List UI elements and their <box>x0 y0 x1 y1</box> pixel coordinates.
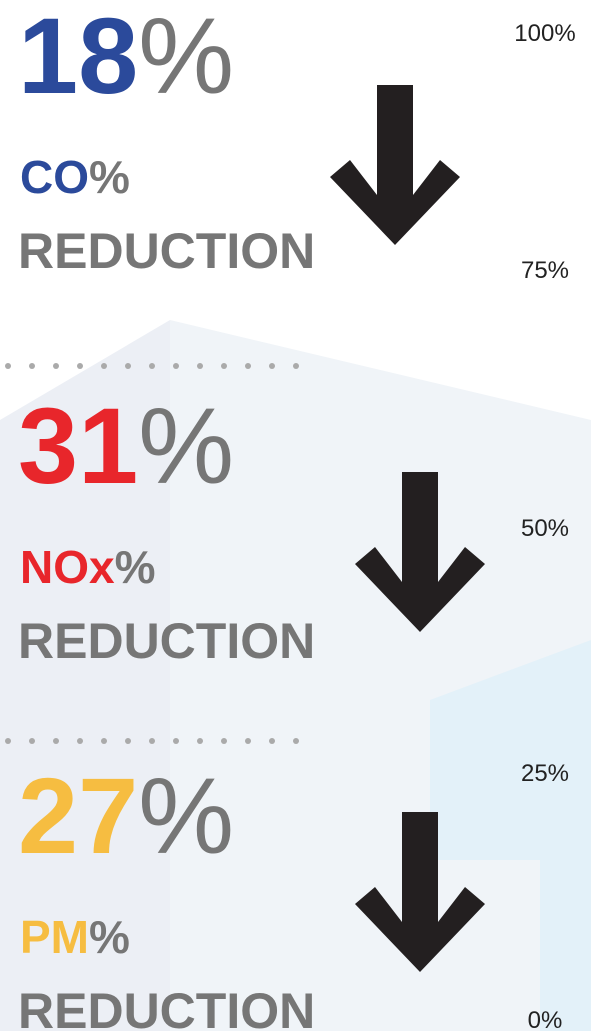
reduction-label: REDUCTION <box>18 983 315 1031</box>
down-arrow <box>330 85 460 245</box>
divider-dot <box>173 363 179 369</box>
pollutant-suffix: % <box>115 541 156 593</box>
number: 27 <box>18 755 138 876</box>
item: 31%NOx%REDUCTION <box>5 385 485 744</box>
scale-label: 75% <box>521 257 569 284</box>
scale-label: 25% <box>521 760 569 787</box>
divider-dot <box>53 738 59 744</box>
scale-label: 0% <box>528 1007 563 1031</box>
number-suffix: % <box>138 755 234 876</box>
pollutant-suffix: % <box>89 911 130 963</box>
divider-dot <box>5 363 11 369</box>
pollutant: CO% <box>20 151 130 203</box>
reduction-label: REDUCTION <box>18 613 315 669</box>
divider-dot <box>197 738 203 744</box>
down-arrow <box>355 812 485 972</box>
pollutant-name: CO <box>20 151 89 203</box>
divider-dot <box>221 363 227 369</box>
divider-dot <box>221 738 227 744</box>
divider-dot <box>293 363 299 369</box>
scale-label: 100% <box>514 20 575 47</box>
divider-dot <box>293 738 299 744</box>
divider-dot <box>197 363 203 369</box>
number-suffix: % <box>138 0 234 116</box>
item: 27%PM%REDUCTION <box>18 755 485 1031</box>
pollutant: PM% <box>20 911 130 963</box>
divider-dot <box>101 738 107 744</box>
divider-dot <box>29 738 35 744</box>
divider-dot <box>125 363 131 369</box>
bg-shape <box>430 640 591 1031</box>
reduction-value: 18% <box>18 0 234 116</box>
divider-dot <box>269 363 275 369</box>
bg-shape <box>0 320 170 1031</box>
item: 18%CO%REDUCTION <box>5 0 460 369</box>
reduction-label: REDUCTION <box>18 223 315 279</box>
divider-dot <box>245 738 251 744</box>
reduction-value: 27% <box>18 755 234 876</box>
number-suffix: % <box>138 385 234 506</box>
divider-dot <box>125 738 131 744</box>
divider-dot <box>245 363 251 369</box>
number: 31 <box>18 385 138 506</box>
pollutant-name: NOx <box>20 541 115 593</box>
pollutant: NOx% <box>20 541 156 593</box>
divider-dot <box>149 738 155 744</box>
divider-dot <box>29 363 35 369</box>
pollutant-suffix: % <box>89 151 130 203</box>
down-arrow <box>355 472 485 632</box>
divider-dot <box>173 738 179 744</box>
divider-dot <box>77 363 83 369</box>
divider-dot <box>53 363 59 369</box>
divider-dot <box>5 738 11 744</box>
reduction-value: 31% <box>18 385 234 506</box>
divider-dot <box>77 738 83 744</box>
scale-label: 50% <box>521 515 569 542</box>
divider-dot <box>101 363 107 369</box>
pollutant-name: PM <box>20 911 89 963</box>
divider-dot <box>149 363 155 369</box>
number: 18 <box>18 0 138 116</box>
divider-dot <box>269 738 275 744</box>
